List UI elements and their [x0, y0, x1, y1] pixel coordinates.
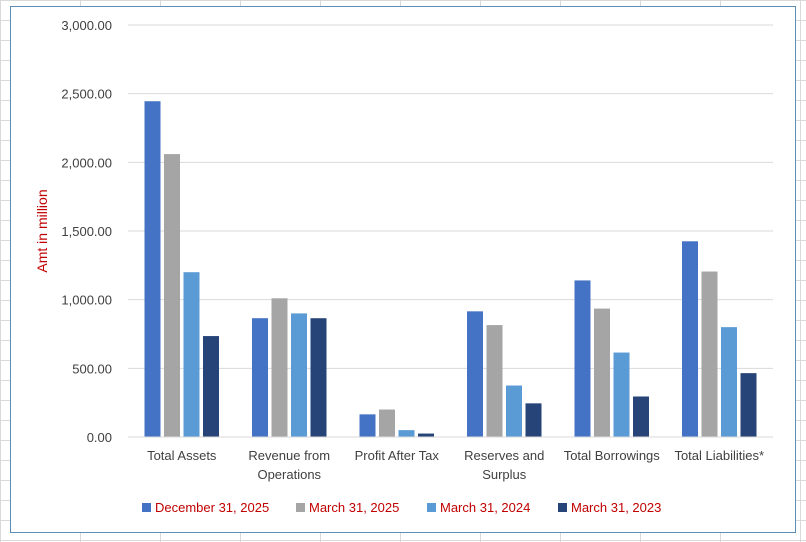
x-category-label: Total Assets	[147, 448, 217, 463]
y-axis-label: Amt in million	[34, 189, 50, 272]
legend-swatch	[427, 503, 436, 512]
bar	[682, 241, 698, 437]
bar	[164, 154, 180, 438]
bar	[525, 403, 542, 437]
bar	[613, 352, 630, 437]
bar	[594, 308, 610, 437]
x-category-label: Operations	[257, 467, 321, 482]
bar	[203, 336, 219, 437]
y-tick-label: 3,000.00	[61, 18, 112, 33]
legend-label: March 31, 2023	[571, 500, 661, 515]
bar	[379, 409, 395, 437]
bar	[486, 325, 503, 437]
bar	[506, 385, 522, 437]
y-tick-label: 1,000.00	[61, 293, 112, 308]
bar	[740, 373, 757, 437]
bar-chart: 0.00 500.00 1,000.00 1,500.00 2,000.00 2,500.…	[34, 18, 773, 515]
bar	[252, 318, 268, 437]
y-tick-label: 0.00	[87, 430, 112, 445]
x-category-label: Total Borrowings	[564, 448, 661, 463]
bar	[183, 272, 200, 437]
x-category-label: Profit After Tax	[355, 448, 440, 463]
y-tick-label: 2,500.00	[61, 87, 112, 102]
bar	[721, 327, 737, 437]
bar	[574, 280, 591, 437]
bar	[418, 433, 434, 437]
legend-label: March 31, 2024	[440, 500, 530, 515]
y-tick-label: 1,500.00	[61, 224, 112, 239]
bar	[467, 311, 483, 437]
bar	[310, 318, 327, 437]
bar	[144, 101, 161, 437]
bar	[701, 271, 718, 437]
legend-swatch	[142, 503, 151, 512]
y-tick-label: 500.00	[72, 361, 112, 376]
legend-label: March 31, 2025	[309, 500, 399, 515]
bar	[398, 430, 415, 437]
bar	[291, 313, 307, 437]
legend-swatch	[558, 503, 567, 512]
chart-area: 0.00 500.00 1,000.00 1,500.00 2,000.00 2,500.…	[10, 6, 796, 533]
x-category-label: Total Liabilities*	[674, 448, 764, 463]
x-category-label: Surplus	[482, 467, 527, 482]
y-tick-label: 2,000.00	[61, 155, 112, 170]
legend-swatch	[296, 503, 305, 512]
legend-label: December 31, 2025	[155, 500, 269, 515]
bar	[633, 396, 649, 437]
bar	[359, 414, 376, 437]
bar	[271, 298, 288, 437]
x-category-label: Revenue from	[248, 448, 330, 463]
x-category-label: Reserves and	[464, 448, 544, 463]
